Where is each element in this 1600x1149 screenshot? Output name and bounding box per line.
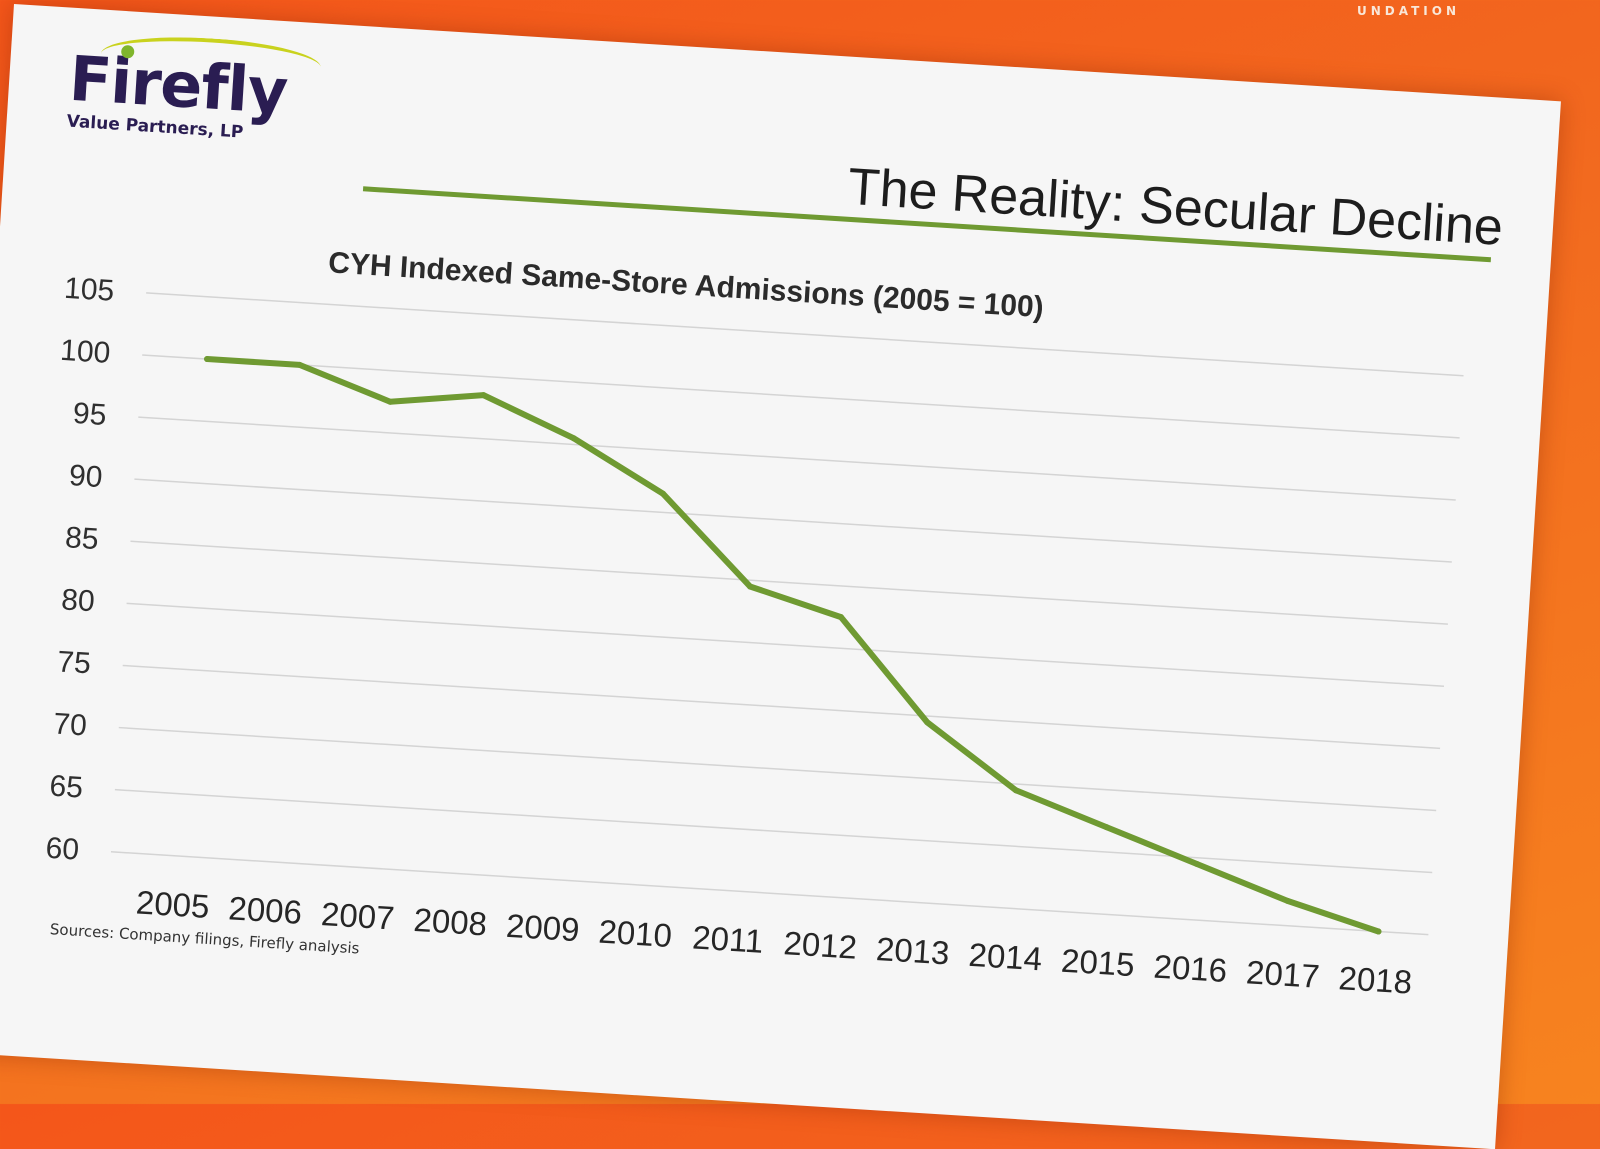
data-point-2005 [204,356,211,363]
x-tick-label-2017: 2017 [1245,953,1321,995]
data-point-2007 [387,398,394,405]
x-tick-label-2016: 2016 [1153,948,1229,990]
x-tick-label-2012: 2012 [783,924,859,966]
y-tick-label-65: 65 [49,770,84,805]
data-point-2009 [570,435,577,442]
gridline-85 [130,540,1448,625]
gridline-90 [134,478,1452,563]
data-point-2014 [1012,787,1019,794]
data-point-2011 [747,583,754,590]
y-tick-label-95: 95 [72,397,107,432]
y-tick-label-105: 105 [63,272,115,308]
y-tick-label-80: 80 [60,583,95,618]
gridline-65 [114,788,1433,874]
gridline-60 [110,851,1429,936]
x-tick-label-2009: 2009 [505,907,581,949]
data-point-2017 [1284,897,1291,904]
data-point-2012 [837,614,844,621]
data-point-2008 [480,392,487,399]
y-tick-label-70: 70 [52,707,87,742]
x-tick-label-2007: 2007 [320,895,396,937]
corner-text: UNDATION [1357,4,1460,18]
x-tick-label-2014: 2014 [968,936,1044,978]
gridline-70 [118,726,1437,812]
data-point-2015 [1103,824,1110,831]
x-tick-label-2010: 2010 [598,913,674,955]
x-tick-label-2008: 2008 [413,901,489,943]
x-tick-label-2018: 2018 [1338,959,1414,1001]
gridline-100 [142,354,1460,439]
x-tick-label-2006: 2006 [227,889,303,931]
data-point-2006 [296,361,303,368]
y-tick-label-90: 90 [68,459,103,494]
data-point-2016 [1193,860,1200,867]
data-point-2010 [659,490,666,497]
gridline-80 [126,602,1445,687]
x-tick-label-2005: 2005 [135,883,211,925]
gridline-95 [138,416,1456,501]
y-tick-label-100: 100 [59,334,111,370]
data-point-2013 [924,719,931,726]
gridline-75 [122,664,1441,750]
x-tick-label-2013: 2013 [875,930,951,972]
x-tick-label-2011: 2011 [691,918,764,959]
y-tick-label-60: 60 [45,832,80,867]
slide: Firefly Value Partners, LP The Reality: … [0,4,1561,1149]
data-point-2018 [1375,928,1382,935]
y-tick-label-85: 85 [64,521,99,556]
y-tick-label-75: 75 [56,645,91,680]
series-line-0 [204,356,1382,935]
line-chart: 105 100 95 90 85 80 75 70 65 60 2005 2006 2007 2008 20… [45,272,1464,1001]
x-tick-label-2015: 2015 [1060,942,1136,984]
gridline-105 [146,292,1464,377]
